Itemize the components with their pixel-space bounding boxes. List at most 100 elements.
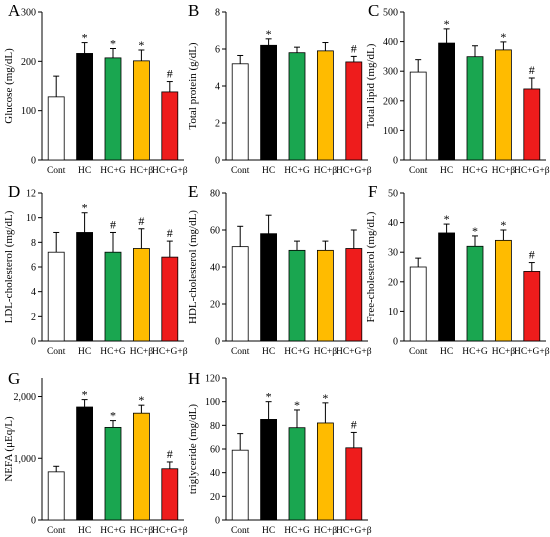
y-tick-label: 400	[383, 37, 398, 48]
chart-panel-e: E HDL-cholesterol (mg/dL) 0 20 40 60 80 Cont HC H…	[187, 182, 372, 357]
significance-marker: *	[266, 27, 272, 41]
y-tick-label: 2	[215, 119, 220, 130]
bar-hc-g	[288, 52, 306, 161]
x-category-label: HC+β	[314, 166, 338, 176]
x-category-label: HC+G	[100, 526, 126, 536]
x-category-label: HC+G	[100, 347, 126, 357]
bar-hc	[316, 50, 334, 161]
y-tick-label: 0	[215, 156, 220, 167]
significance-marker: *	[266, 390, 272, 404]
y-tick-label: 100	[205, 397, 220, 408]
bar-hc-g	[104, 251, 122, 342]
bar-hc-g	[161, 468, 179, 521]
bar-hc	[76, 232, 93, 342]
bar-hc	[438, 42, 456, 161]
bar-hc-g	[523, 88, 541, 161]
x-category-label: Cont	[47, 166, 66, 176]
y-tick-label: 0	[215, 337, 220, 348]
significance-marker: #	[138, 214, 144, 228]
bar-hc-g	[523, 271, 541, 342]
bar-hc-g	[345, 447, 363, 521]
bar-hc-g	[104, 426, 122, 521]
y-tick-label: 300	[383, 67, 398, 78]
x-category-label: HC	[78, 347, 91, 357]
bar-hc	[260, 419, 278, 521]
significance-marker: #	[351, 417, 357, 431]
significance-marker: *	[500, 218, 506, 232]
x-category-label: HC	[262, 347, 275, 357]
y-axis-title: HDL-cholesterol (mg/dL)	[187, 210, 199, 324]
bar-hc	[316, 249, 334, 342]
significance-marker: *	[322, 391, 328, 405]
x-category-label: HC+β	[492, 166, 516, 176]
y-tick-label: 40	[210, 263, 220, 274]
x-category-label: HC+G	[462, 166, 488, 176]
bar-hc	[260, 233, 278, 342]
y-tick-label: 20	[210, 492, 220, 503]
significance-marker: #	[529, 248, 535, 262]
x-category-label: HC+G+β	[152, 526, 188, 536]
significance-marker: *	[500, 30, 506, 44]
y-axis-title: LDL-cholesterol (mg/dL)	[3, 210, 15, 323]
panel-letter: E	[188, 182, 198, 201]
y-tick-label: 20	[388, 277, 398, 288]
bar-hc-g	[161, 256, 179, 342]
bar-hc	[316, 422, 334, 521]
x-category-label: Cont	[231, 166, 250, 176]
significance-marker: #	[110, 217, 116, 231]
panel-letter: B	[188, 1, 199, 20]
y-tick-label: 300	[21, 8, 36, 19]
bar-hc-g	[104, 57, 122, 161]
x-category-label: HC+G+β	[514, 166, 550, 176]
bar-hc	[76, 406, 93, 521]
bar-cont	[231, 449, 249, 521]
x-category-label: HC	[262, 166, 275, 176]
y-tick-label: 20	[210, 300, 220, 311]
y-tick-label: 200	[21, 57, 36, 68]
significance-marker: *	[138, 38, 144, 52]
x-category-label: HC+G	[100, 166, 126, 176]
panel-letter: D	[8, 182, 20, 201]
panel-letter: F	[368, 182, 377, 201]
x-category-label: HC	[78, 526, 91, 536]
x-category-label: Cont	[231, 526, 250, 536]
bar-hc	[494, 49, 512, 161]
x-category-label: HC	[440, 347, 453, 357]
y-tick-label: 80	[210, 421, 220, 432]
y-tick-label: 0	[31, 156, 36, 167]
bar-cont	[409, 71, 427, 161]
y-tick-label: 0	[393, 156, 398, 167]
significance-marker: *	[82, 201, 88, 215]
bar-hc	[132, 60, 150, 161]
x-category-label: HC+G+β	[514, 347, 550, 357]
significance-marker: *	[444, 17, 450, 31]
y-tick-label: 60	[210, 445, 220, 456]
y-axis-title: Free-cholesterol (mg/dL)	[365, 211, 377, 322]
significance-marker: #	[167, 67, 173, 81]
x-category-label: HC+β	[314, 526, 338, 536]
bar-cont	[47, 251, 65, 342]
y-tick-label: 50	[388, 189, 398, 200]
significance-marker: #	[529, 63, 535, 77]
bar-cont	[47, 471, 65, 521]
y-tick-label: 4	[215, 82, 220, 93]
x-category-label: HC	[262, 526, 275, 536]
significance-marker: *	[82, 31, 88, 45]
significance-marker: *	[138, 393, 144, 407]
x-category-label: Cont	[409, 347, 428, 357]
bar-hc-g	[288, 427, 306, 521]
y-axis-title: Total lipid (mg/dL)	[365, 43, 377, 128]
significance-marker: #	[167, 447, 173, 461]
y-tick-label: 500	[383, 8, 398, 19]
y-tick-label: 100	[21, 106, 36, 117]
bar-hc-g	[466, 245, 484, 342]
y-axis-title: Total protein (g/dL)	[187, 42, 199, 130]
bar-hc	[132, 248, 150, 342]
significance-marker: #	[167, 226, 173, 240]
y-tick-label: 0	[393, 337, 398, 348]
chart-panel-f: F Free-cholesterol (mg/dL) 0 10 20 30 40 50 Cont…	[365, 182, 550, 357]
bar-cont	[409, 266, 427, 342]
bar-hc	[260, 44, 278, 161]
panel-letter: A	[8, 1, 21, 20]
